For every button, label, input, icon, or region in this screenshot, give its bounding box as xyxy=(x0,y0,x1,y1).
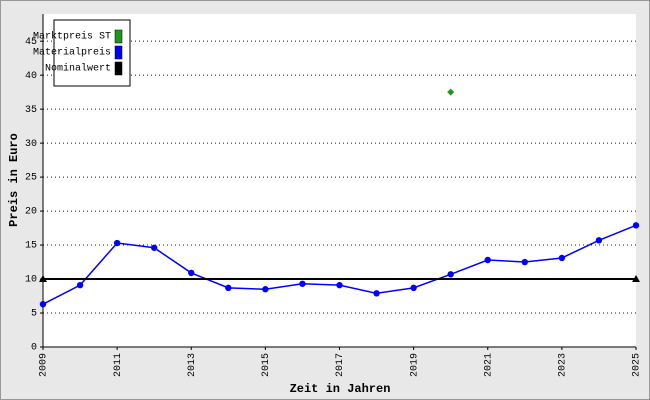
marker xyxy=(447,271,454,278)
marker xyxy=(113,239,121,247)
x-tick-label: 2009 xyxy=(39,353,50,377)
y-axis-label: Preis in Euro xyxy=(7,133,21,227)
marker xyxy=(262,286,269,293)
y-tick-label: 40 xyxy=(25,71,37,82)
y-tick-label: 15 xyxy=(25,241,37,252)
marker xyxy=(521,258,529,266)
marker xyxy=(39,275,47,283)
legend-label: Nominalwert xyxy=(45,63,111,75)
marker xyxy=(150,244,158,251)
marker xyxy=(484,256,491,264)
legend-swatch xyxy=(114,29,123,44)
y-tick-label: 30 xyxy=(25,139,37,150)
marker xyxy=(410,284,417,292)
marker xyxy=(447,88,455,96)
legend-swatch xyxy=(114,45,123,60)
plot-area xyxy=(43,14,636,347)
y-tick-label: 20 xyxy=(25,207,37,218)
marker xyxy=(225,284,232,292)
marker xyxy=(632,275,640,283)
x-tick-label: 2017 xyxy=(335,353,346,377)
x-axis-label: Zeit in Jahren xyxy=(290,382,391,396)
y-tick-label: 10 xyxy=(25,275,37,286)
x-tick-label: 2021 xyxy=(483,353,494,377)
x-tick-label: 2019 xyxy=(409,353,420,377)
x-tick-label: 2025 xyxy=(632,353,643,377)
marker xyxy=(299,280,306,287)
marker xyxy=(336,281,343,289)
legend-swatch xyxy=(114,61,123,76)
y-tick-label: 45 xyxy=(25,37,37,48)
legend-label: Marktpreis ST xyxy=(33,31,111,43)
marker xyxy=(632,222,640,229)
marker xyxy=(39,300,47,308)
marker xyxy=(188,269,195,277)
marker xyxy=(558,254,566,262)
x-tick-label: 2011 xyxy=(113,353,124,377)
y-tick-label: 25 xyxy=(25,173,37,184)
x-tick-label: 2015 xyxy=(261,353,272,377)
x-tick-label: 2013 xyxy=(187,353,198,377)
marker xyxy=(373,290,380,297)
y-tick-label: 5 xyxy=(31,309,37,320)
y-tick-label: 35 xyxy=(25,105,37,116)
marker xyxy=(595,237,603,244)
marker xyxy=(76,281,84,289)
x-tick-label: 2023 xyxy=(558,353,569,377)
y-tick-label: 0 xyxy=(31,343,37,354)
legend-label: Materialpreis xyxy=(33,47,111,59)
